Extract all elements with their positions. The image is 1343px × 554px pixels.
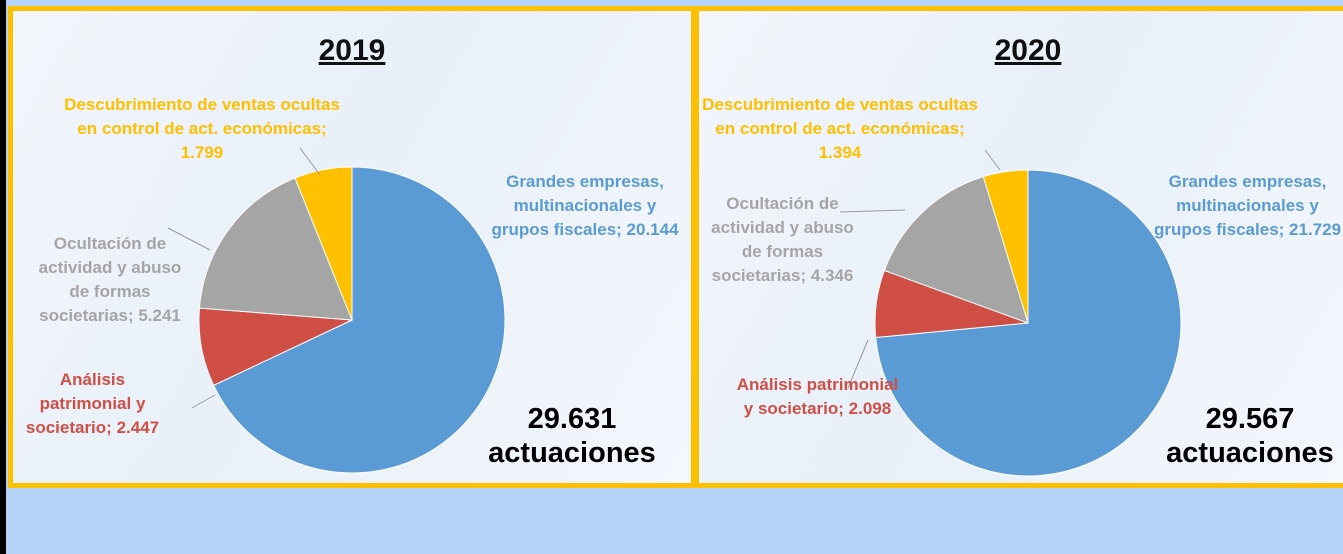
label-category: Grandes empresas, multinacionales y grup… (1153, 172, 1327, 239)
data-label: Descubrimiento de ventas ocultas en cont… (62, 93, 342, 165)
label-value: 5.241 (138, 306, 181, 325)
label-value: 2.098 (848, 399, 892, 418)
pie-slice (198, 177, 353, 321)
annotation: actuaciones (488, 437, 656, 469)
label-category: Grandes empresas, multinacionales y grup… (491, 172, 664, 239)
label-category: Análisis patrimonial y societario; (25, 370, 146, 437)
data-label: Grandes empresas, multinacionales y grup… (1150, 170, 1343, 242)
data-label: Ocultación de actividad y abuso de forma… (30, 232, 190, 328)
annotation: actuaciones (1166, 437, 1334, 469)
chart-title: 2020 (994, 34, 1062, 67)
leader-line (299, 147, 321, 176)
edge (0, 0, 6, 554)
data-label: Análisis patrimonial y societario; 2.447 (15, 368, 170, 440)
leader-line (191, 394, 216, 409)
label-category: Ocultación de actividad y abuso de forma… (38, 234, 182, 325)
pie-slice (294, 166, 353, 321)
label-category: Descubrimiento de ventas ocultas en cont… (702, 95, 978, 138)
label-value: 20.144 (626, 220, 679, 239)
label-value: 2.447 (116, 418, 160, 437)
label-category: Ocultación de actividad y abuso de forma… (711, 194, 854, 285)
data-label: Ocultación de actividad y abuso de forma… (705, 192, 860, 288)
label-category: Análisis patrimonial y societario; (736, 375, 899, 418)
leader-line (839, 209, 906, 213)
annotation: 29.567 (1205, 403, 1295, 435)
label-value: 1.394 (818, 143, 862, 162)
chart-title: 2019 (318, 34, 386, 67)
leader-line (984, 149, 1001, 171)
label-value: 4.346 (810, 266, 854, 285)
leader-line (847, 339, 869, 389)
label-value: 21.729 (1289, 220, 1342, 239)
label-category: Descubrimiento de ventas ocultas en cont… (64, 95, 340, 138)
pie-slice (982, 169, 1029, 324)
pie-slice (883, 176, 1029, 324)
data-label: Análisis patrimonial y societario; 2.098 (735, 373, 900, 421)
data-label: Grandes empresas, multinacionales y grup… (485, 170, 685, 242)
annotation: 29.631 (527, 403, 617, 435)
leader-line (167, 227, 211, 251)
data-label: Descubrimiento de ventas ocultas en cont… (700, 93, 980, 165)
label-value: 1.799 (180, 143, 224, 162)
pie-slice (212, 166, 506, 474)
